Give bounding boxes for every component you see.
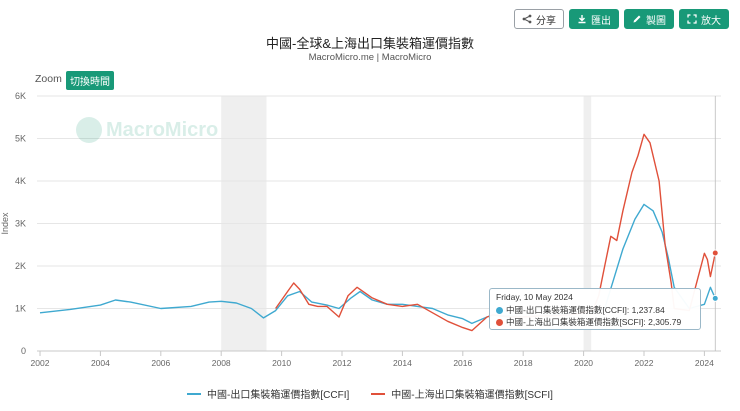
export-label: 匯出	[591, 15, 611, 27]
tooltip-ccfi-text: 中國-出口集裝箱運價指數[CCFI]: 1,237.84	[506, 305, 665, 315]
embed-button[interactable]: 製圖	[624, 9, 674, 29]
watermark-logo-icon	[76, 117, 102, 143]
y-axis-title: Index	[0, 212, 10, 235]
legend-label-ccfi: 中國-出口集裝箱運價指數[CCFI]	[207, 390, 350, 401]
chart-toolbar: 分享 匯出 製圖 放大	[514, 9, 729, 29]
x-tick-label-8: 2018	[514, 358, 533, 368]
hover-marker-scfi	[711, 249, 719, 257]
expand-icon	[687, 14, 697, 24]
tooltip-date: Friday, 10 May 2024	[496, 292, 573, 302]
zoom-label: Zoom	[35, 73, 62, 85]
x-tick-label-7: 2016	[453, 358, 472, 368]
y-tick-label-2: 2K	[15, 261, 26, 271]
y-tick-label-4: 4K	[15, 176, 26, 186]
x-tick-label-5: 2012	[333, 358, 352, 368]
legend-item-scfi[interactable]: 中國-上海出口集裝箱運價指數[SCFI]	[371, 386, 553, 401]
tooltip-scfi-marker	[496, 318, 503, 326]
legend-item-ccfi[interactable]: 中國-出口集裝箱運價指數[CCFI]	[187, 386, 349, 401]
tooltip-row-ccfi: 中國-出口集裝箱運價指數[CCFI]: 1,237.84	[496, 304, 694, 316]
tooltip-ccfi-marker	[496, 306, 503, 314]
hover-marker-ccfi	[711, 294, 719, 302]
x-tick-label-10: 2022	[635, 358, 654, 368]
zoom-toggle-button[interactable]: 切換時間	[66, 71, 114, 90]
expand-label: 放大	[701, 15, 721, 27]
y-tick-label-0: 0	[21, 346, 26, 356]
export-button[interactable]: 匯出	[569, 9, 619, 29]
series-line-ccfi	[39, 203, 716, 325]
x-tick-label-6: 2014	[393, 358, 412, 368]
y-tick-label-5: 5K	[15, 134, 26, 144]
tooltip-scfi-text: 中國-上海出口集裝箱運價指數[SCFI]: 2,305.79	[506, 317, 682, 327]
share-icon	[522, 14, 532, 24]
chart-tooltip: Friday, 10 May 2024 中國-出口集裝箱運價指數[CCFI]: …	[489, 288, 701, 330]
share-button[interactable]: 分享	[514, 9, 564, 29]
y-tick-label-1: 1K	[15, 304, 26, 314]
x-tick-label-9: 2020	[574, 358, 593, 368]
pencil-icon	[632, 14, 642, 24]
chart-legend: 中國-出口集裝箱運價指數[CCFI] 中國-上海出口集裝箱運價指數[SCFI]	[0, 386, 740, 401]
chart-subtitle: MacroMicro.me | MacroMicro	[308, 52, 432, 63]
x-tick-label-11: 2024	[695, 358, 714, 368]
chart-title: 中國-全球&上海出口集裝箱運價指數	[265, 36, 474, 51]
x-tick-label-1: 2004	[91, 358, 110, 368]
tooltip-row-scfi: 中國-上海出口集裝箱運價指數[SCFI]: 2,305.79	[496, 316, 694, 328]
legend-label-scfi: 中國-上海出口集裝箱運價指數[SCFI]	[391, 390, 553, 401]
x-tick-label-2: 2006	[151, 358, 170, 368]
embed-label: 製圖	[646, 15, 666, 27]
x-tick-label-3: 2008	[212, 358, 231, 368]
y-tick-label-3: 3K	[15, 219, 26, 229]
y-tick-label-6: 6K	[15, 91, 26, 101]
watermark-logo: MacroMicro	[76, 117, 218, 143]
legend-swatch-ccfi	[187, 392, 202, 395]
watermark-text: MacroMicro	[106, 118, 219, 141]
download-icon	[577, 14, 587, 24]
legend-swatch-scfi	[371, 392, 386, 395]
x-tick-label-4: 2010	[272, 358, 291, 368]
share-label: 分享	[536, 15, 556, 27]
x-tick-label-0: 2002	[31, 358, 50, 368]
expand-button[interactable]: 放大	[679, 9, 729, 29]
